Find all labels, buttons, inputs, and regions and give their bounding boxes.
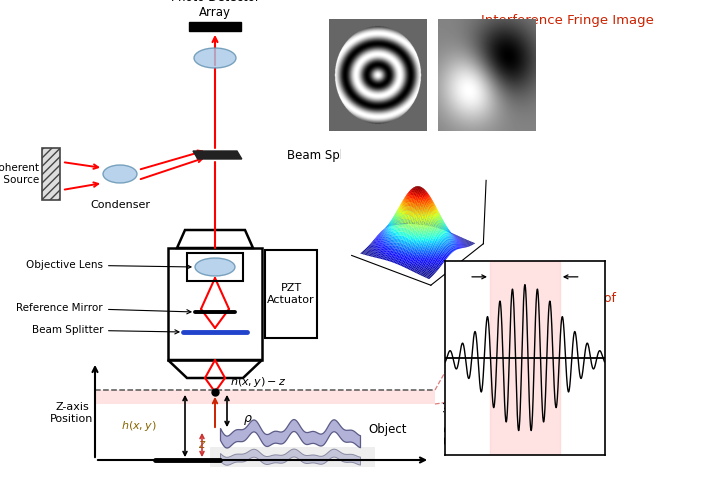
Text: $\rho$: $\rho$ bbox=[243, 413, 253, 427]
Bar bbox=[42, 148, 60, 200]
Text: $h(x,y)$: $h(x,y)$ bbox=[122, 419, 157, 433]
Bar bbox=[490, 261, 560, 455]
Text: Z-axis
Position: Z-axis Position bbox=[50, 402, 93, 424]
Bar bbox=[265, 250, 317, 338]
Text: Photo Detector
Array: Photo Detector Array bbox=[171, 0, 259, 19]
Text: Incoherent
Light Source: Incoherent Light Source bbox=[0, 163, 39, 185]
Ellipse shape bbox=[195, 258, 235, 276]
Text: PZT
Actuator: PZT Actuator bbox=[267, 283, 315, 305]
Text: Objective Lens: Objective Lens bbox=[26, 260, 191, 270]
Text: Beam Splitter: Beam Splitter bbox=[32, 325, 179, 335]
Bar bbox=[95, 390, 435, 404]
Text: Reference Mirror: Reference Mirror bbox=[17, 303, 191, 314]
Ellipse shape bbox=[103, 165, 137, 183]
Text: $z$: $z$ bbox=[198, 438, 206, 451]
Bar bbox=[187, 253, 243, 281]
Text: Beam Splitter: Beam Splitter bbox=[287, 149, 369, 162]
Bar bbox=[168, 248, 262, 360]
Text: Object: Object bbox=[368, 424, 406, 437]
Polygon shape bbox=[193, 151, 242, 159]
Text: P: P bbox=[592, 292, 599, 305]
Text: Condenser: Condenser bbox=[90, 200, 150, 210]
Text: Intensity Signal of: Intensity Signal of bbox=[503, 292, 620, 305]
Ellipse shape bbox=[194, 48, 236, 68]
Text: Z Position: Z Position bbox=[444, 386, 457, 444]
Text: $h(x,y)-z$: $h(x,y)-z$ bbox=[230, 375, 286, 389]
Text: Coherence
Region: Coherence Region bbox=[468, 344, 531, 372]
Bar bbox=[189, 22, 241, 31]
Bar bbox=[210, 447, 375, 467]
Text: Interference Fringe Image: Interference Fringe Image bbox=[481, 14, 654, 27]
